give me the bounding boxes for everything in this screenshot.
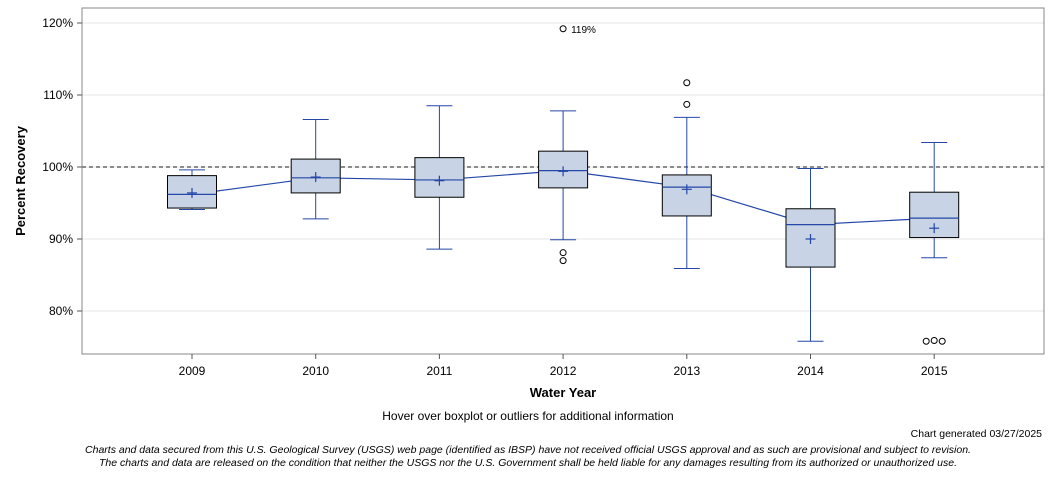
x-tick-label: 2012 bbox=[550, 364, 577, 378]
boxplots[interactable]: 119% bbox=[167, 25, 960, 345]
disclaimer-line-2: The charts and data are released on the … bbox=[99, 457, 957, 469]
boxplot-2014[interactable] bbox=[785, 167, 836, 342]
y-tick-label: 90% bbox=[49, 232, 73, 246]
outlier-annotation: 119% bbox=[571, 25, 596, 36]
disclaimer-line-1: Charts and data secured from this U.S. G… bbox=[85, 444, 971, 456]
boxplot-chart: 119% 80% 90% 100% 110% 120% 2009 2010 2011 2012… bbox=[13, 7, 1045, 400]
x-tick-label: 2013 bbox=[673, 364, 700, 378]
hover-note: Hover over boxplot or outliers for addit… bbox=[382, 409, 674, 423]
outlier-point[interactable] bbox=[922, 337, 930, 345]
x-tick-label: 2009 bbox=[179, 364, 206, 378]
x-axis: 2009 2010 2011 2012 2013 2014 2015 bbox=[179, 354, 948, 378]
outlier-point[interactable] bbox=[683, 100, 691, 108]
x-tick-label: 2014 bbox=[797, 364, 824, 378]
y-tick-label: 110% bbox=[43, 88, 73, 102]
x-tick-label: 2011 bbox=[426, 364, 452, 378]
y-axis: 80% 90% 100% 110% 120% bbox=[42, 16, 82, 318]
boxplot-2010[interactable] bbox=[290, 118, 341, 220]
x-axis-label: Water Year bbox=[530, 385, 597, 400]
boxplot-2015[interactable] bbox=[909, 142, 960, 345]
chart-generated-date: Chart generated 03/27/2025 bbox=[910, 428, 1042, 440]
y-tick-label: 100% bbox=[42, 160, 73, 174]
outlier-point[interactable] bbox=[559, 249, 567, 257]
boxplot-2012[interactable] bbox=[538, 25, 589, 265]
boxplot-2013[interactable] bbox=[661, 79, 712, 270]
outlier-point[interactable] bbox=[559, 25, 567, 33]
x-tick-label: 2010 bbox=[302, 364, 329, 378]
iqr-box bbox=[661, 174, 712, 217]
y-tick-label: 120% bbox=[42, 16, 73, 30]
outlier-point[interactable] bbox=[930, 337, 938, 345]
y-tick-label: 80% bbox=[49, 304, 73, 318]
outlier-point[interactable] bbox=[938, 337, 946, 345]
boxplot-2009[interactable] bbox=[167, 169, 217, 210]
outlier-point[interactable] bbox=[683, 79, 691, 87]
boxplot-2011[interactable] bbox=[414, 105, 465, 250]
x-tick-label: 2015 bbox=[921, 364, 948, 378]
outlier-point[interactable] bbox=[559, 257, 567, 265]
y-axis-label: Percent Recovery bbox=[13, 125, 28, 236]
